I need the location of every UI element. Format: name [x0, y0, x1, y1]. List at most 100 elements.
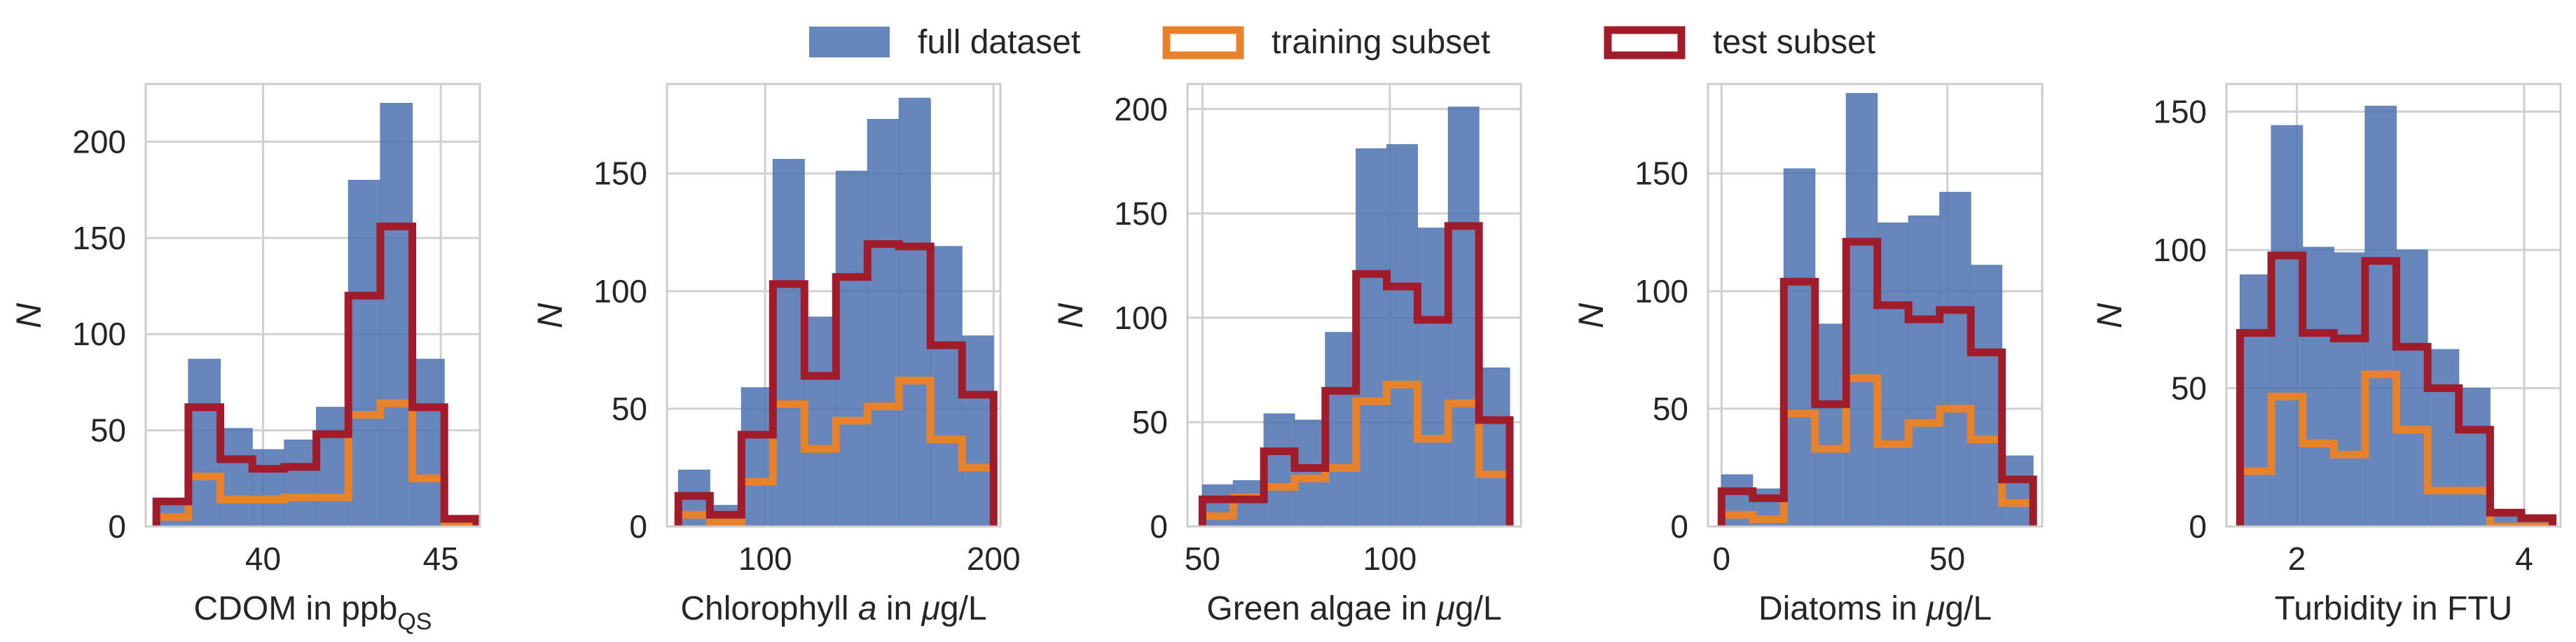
bar-full-dataset: [741, 387, 773, 526]
bar-full-dataset: [961, 335, 994, 526]
bar-full-dataset: [220, 428, 253, 526]
y-axis-label: N: [530, 302, 570, 328]
bar-full-dataset: [772, 159, 805, 526]
y-axis-label: N: [9, 302, 48, 328]
bar-full-dataset: [284, 439, 317, 526]
x-axis-label-part: Chlorophyll: [680, 590, 857, 627]
bar-full-dataset: [188, 358, 221, 526]
step-test-subset: [2236, 251, 2557, 526]
x-tick-label: 50: [1185, 540, 1220, 577]
axes-frame: [1186, 83, 1522, 528]
bar-full-dataset: [1970, 265, 2003, 526]
legend-label: test subset: [1713, 24, 1875, 61]
y-tick-label: 150: [1634, 155, 1688, 192]
bar-full-dataset: [1386, 144, 1418, 526]
x-axis-label-part: g/L: [940, 590, 987, 627]
bar-full-dataset: [1721, 474, 1754, 526]
x-tick-label: 50: [1929, 540, 1965, 577]
x-axis-label-main: CDOM in ppb: [194, 590, 398, 627]
bar-full-dataset: [1294, 419, 1326, 526]
x-axis-label: CDOM in ppbQS: [194, 590, 432, 635]
bar-full-dataset: [1201, 484, 1234, 526]
plot-area: [1198, 106, 1514, 526]
legend-label: training subset: [1272, 24, 1490, 61]
bar-full-dataset: [2427, 349, 2460, 526]
x-axis-label-part: μ: [1925, 590, 1945, 627]
y-tick-label: 100: [1114, 300, 1168, 336]
y-tick-label: 150: [593, 155, 647, 192]
bar-full-dataset: [2458, 388, 2491, 526]
x-tick-label: 100: [1363, 540, 1417, 577]
panel-1: 0 50 100 150 200 40 45 N CDOM in ppbQS: [9, 83, 481, 635]
y-tick-label: 100: [72, 316, 126, 352]
bar-full-dataset: [1325, 332, 1357, 526]
bar-full-dataset: [1356, 148, 1388, 526]
step-training-subset: [1717, 374, 2037, 526]
legend-swatch: [809, 27, 890, 57]
bar-full-dataset: [1232, 480, 1265, 526]
x-axis-label-part: a: [858, 590, 877, 627]
x-tick-label: 2: [2288, 540, 2306, 577]
step-test-subset: [674, 240, 998, 526]
bar-full-dataset: [1845, 92, 1878, 526]
bar-full-dataset: [2396, 249, 2428, 526]
x-axis-label-part: in: [877, 590, 922, 627]
bar-full-dataset: [1908, 215, 1941, 526]
step-test-subset: [1198, 222, 1514, 526]
x-axis-label-part: g/L: [1455, 590, 1502, 627]
legend-item-2: training subset: [1162, 24, 1490, 61]
bar-full-dataset: [2239, 274, 2272, 526]
step-training-subset: [152, 399, 480, 526]
x-tick-label: 0: [1713, 540, 1731, 577]
bar-full-dataset: [380, 102, 413, 526]
axes-frame: [2225, 83, 2562, 528]
plot-area: [1717, 92, 2037, 526]
y-tick-label: 50: [2171, 370, 2207, 407]
bar-full-dataset: [1939, 192, 1971, 526]
y-tick-label: 50: [90, 412, 126, 449]
y-tick-label: 0: [1670, 508, 1688, 545]
panel-4: 0 50 100 150 0 50 N Diatoms in μg/L: [1571, 83, 2044, 627]
x-axis-label: Green algae in μg/L: [1206, 590, 1501, 627]
y-tick-label: 0: [1150, 508, 1168, 545]
step-test-subset: [1717, 237, 2037, 526]
legend-swatch: [1604, 26, 1686, 60]
plot-area: [674, 97, 998, 526]
bar-full-dataset: [412, 358, 445, 526]
y-tick-label: 0: [108, 508, 126, 545]
y-tick-label: 100: [1634, 273, 1688, 309]
y-tick-label: 100: [2153, 232, 2207, 268]
bar-full-dataset: [2002, 455, 2034, 526]
x-axis-label-part: μ: [921, 590, 940, 627]
step-training-subset: [674, 377, 998, 526]
panel-5: 0 50 100 150 2 4 N Turbidity in FTU: [2090, 83, 2562, 627]
x-axis-label: Diatoms in μg/L: [1758, 590, 1992, 627]
axes-frame: [666, 83, 1002, 528]
bar-full-dataset: [1783, 168, 1816, 526]
bar-full-dataset: [1877, 222, 1909, 526]
bar-full-dataset: [898, 97, 931, 526]
x-axis-label: Turbidity in FTU: [2275, 590, 2513, 627]
bar-full-dataset: [1417, 228, 1449, 526]
y-tick-label: 50: [612, 391, 647, 427]
x-axis-label-part: Green algae in: [1206, 590, 1436, 627]
panel-3: 0 50 100 150 200 50 100 N Green algae in μg/L: [1051, 83, 1522, 627]
panel-2: 0 50 100 150 100 200 N Chlorophyll a in μg/L: [530, 83, 1021, 627]
bar-full-dataset: [867, 118, 900, 526]
x-axis-label-part: μ: [1435, 590, 1455, 627]
y-tick-label: 200: [72, 123, 126, 160]
bar-full-dataset: [316, 407, 349, 526]
y-tick-label: 100: [593, 273, 647, 309]
y-tick-label: 200: [1114, 91, 1168, 127]
bar-full-dataset: [2364, 106, 2397, 526]
bar-full-dataset: [1478, 367, 1510, 526]
legend-item-3: test subset: [1604, 24, 1875, 61]
plot-area: [152, 102, 480, 526]
x-tick-label: 200: [967, 540, 1021, 577]
bar-full-dataset: [1263, 413, 1295, 526]
y-tick-label: 150: [2153, 94, 2207, 130]
bar-full-dataset: [1447, 106, 1480, 526]
x-tick-label: 45: [423, 540, 459, 577]
